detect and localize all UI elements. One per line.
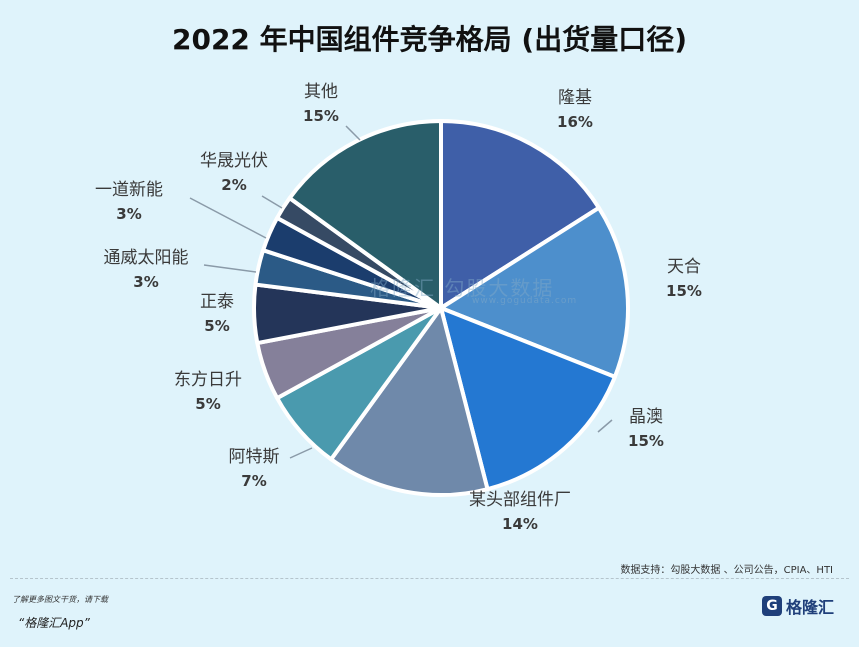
pie-slice	[287, 119, 443, 310]
slice-label: 东方日升	[174, 370, 242, 390]
footer-note: 了解更多图文干货，请下载	[12, 595, 108, 604]
watermark-url: www.gogudata.com	[472, 296, 578, 306]
leader-line	[189, 197, 267, 239]
brand-name: 格隆汇	[786, 598, 835, 617]
slice-label: 阿特斯	[229, 447, 280, 467]
slice-percent: 15%	[303, 107, 339, 125]
pie-chart: 隆基 16% 天合 15% 晶澳 15% 某头部组件厂 14% 阿特斯 7% 东方日升 5% 正泰 5% 通…	[95, 82, 702, 533]
slice-label: 正泰	[200, 292, 234, 312]
slice-label: 天合	[667, 257, 701, 277]
chart-title: 2022 年中国组件竞争格局 (出货量口径)	[171, 23, 688, 56]
divider	[10, 578, 849, 579]
slice-percent: 14%	[502, 515, 538, 533]
footer-app-name: “格隆汇App”	[18, 616, 90, 630]
slice-label: 华晟光伏	[200, 151, 268, 171]
slice-percent: 2%	[221, 176, 246, 194]
leader-line	[289, 447, 313, 459]
pie-slice	[439, 306, 617, 492]
source-note: 数据支持：勾股大数据 、公司公告，CPIA、HTI	[620, 565, 833, 576]
brand-logo-icon: G	[762, 596, 782, 616]
slice-percent: 5%	[195, 395, 220, 413]
pie-slice	[439, 205, 630, 379]
slice-percent: 3%	[133, 273, 158, 291]
pie-slice	[439, 119, 601, 310]
slice-percent: 15%	[628, 432, 664, 450]
leader-line	[203, 264, 257, 273]
slice-percent: 7%	[241, 472, 266, 490]
slice-label: 隆基	[558, 88, 592, 108]
slice-percent: 3%	[116, 205, 141, 223]
slice-label: 一道新能	[95, 180, 163, 200]
leader-line	[261, 195, 283, 209]
slice-percent: 5%	[204, 317, 229, 335]
slice-label: 某头部组件厂	[469, 490, 571, 510]
pie-slice	[329, 306, 490, 497]
slice-label: 通威太阳能	[104, 248, 189, 268]
brand: G 格隆汇	[762, 594, 834, 618]
slice-label: 其他	[304, 82, 338, 102]
slice-label: 晶澳	[629, 407, 663, 427]
slice-percent: 15%	[666, 282, 702, 300]
slice-percent: 16%	[557, 113, 593, 131]
leader-line	[345, 125, 361, 141]
watermark: 格隆汇 勾股大数据	[370, 276, 555, 300]
leader-line	[597, 419, 613, 433]
